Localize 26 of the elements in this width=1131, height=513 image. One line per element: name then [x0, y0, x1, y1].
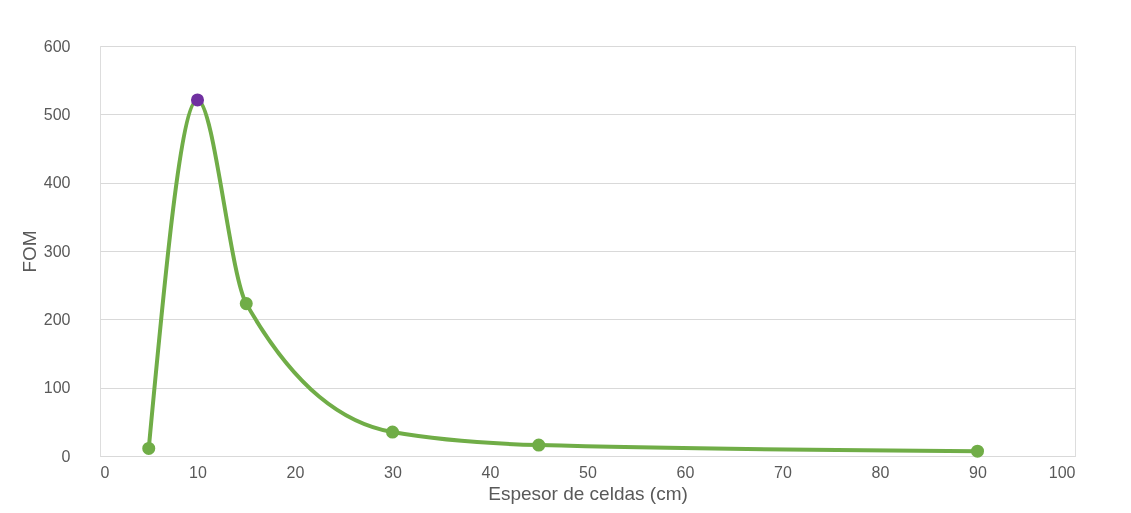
x-tick-label: 20 [286, 463, 305, 481]
y-axis-title: FOM [18, 230, 40, 273]
y-tick-label: 200 [43, 310, 71, 328]
x-tick-label: 0 [100, 463, 110, 481]
x-tick-label: 50 [579, 463, 597, 481]
x-tick-label: 80 [871, 463, 890, 481]
y-tick-label: 100 [43, 379, 71, 397]
point [190, 93, 205, 107]
point [385, 425, 400, 439]
y-tick-label: 0 [61, 447, 71, 465]
x-tick-label: 30 [384, 463, 402, 481]
x-tick-label: 10 [189, 463, 207, 481]
point [142, 441, 156, 455]
point [970, 444, 985, 458]
y-tick-label: 300 [43, 242, 71, 260]
x-tick-label: 70 [774, 463, 792, 481]
y-tick-label: 500 [43, 105, 71, 123]
point [532, 438, 546, 452]
y-tick-label: 400 [43, 174, 71, 192]
x-tick-label: 90 [969, 463, 987, 481]
x-tick-label: 60 [676, 463, 695, 481]
x-tick-label: 100 [1048, 463, 1076, 481]
x-axis-title: Espesor de celdas (cm) [488, 482, 688, 504]
y-tick-label: 600 [43, 37, 71, 55]
point [239, 297, 253, 311]
x-tick-label: 40 [481, 463, 500, 481]
